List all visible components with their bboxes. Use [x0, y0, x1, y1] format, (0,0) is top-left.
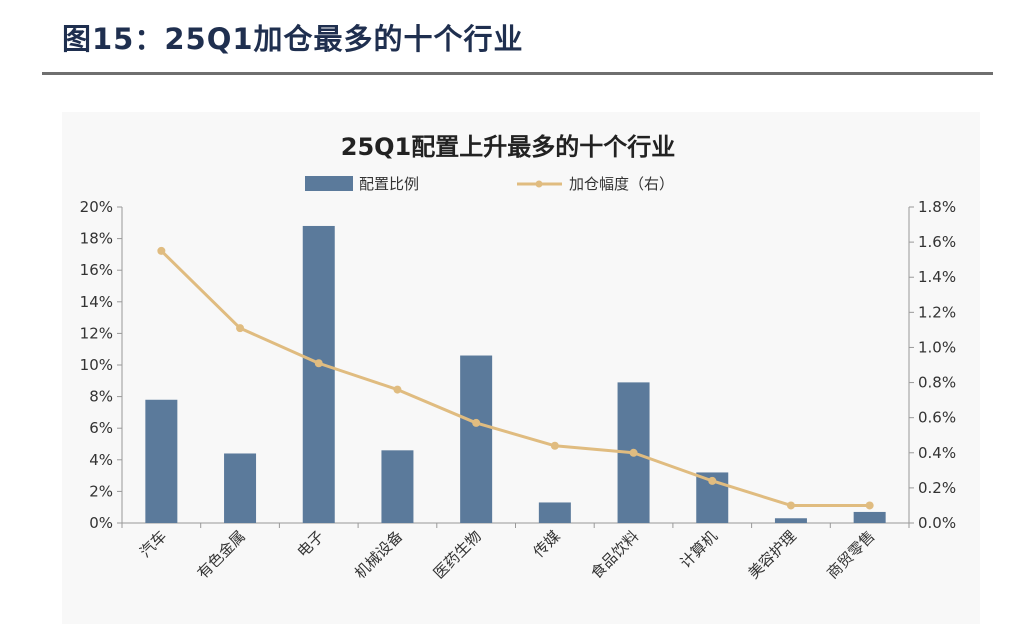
- category-label: 计算机: [677, 527, 722, 572]
- right-tick-label: 0.2%: [918, 479, 956, 497]
- right-tick-label: 0.4%: [918, 444, 956, 462]
- line-point: [393, 385, 402, 394]
- line-point: [314, 359, 323, 368]
- category-label: 有色金属: [194, 527, 249, 582]
- chart: 25Q1配置上升最多的十个行业 配置比例 加仓幅度（右） 0% 2% 4% 6% 8% 1…: [80, 133, 956, 582]
- right-tick-label: 1.4%: [918, 268, 956, 286]
- category-label: 传媒: [530, 527, 564, 561]
- category-label: 医药生物: [430, 527, 485, 582]
- left-tick-label: 10%: [80, 356, 113, 374]
- line-series: [157, 246, 874, 510]
- line-point: [157, 246, 166, 255]
- right-tick-label: 0.6%: [918, 409, 956, 427]
- left-tick-label: 18%: [80, 230, 113, 248]
- left-tick-label: 6%: [89, 419, 113, 437]
- category-label: 机械设备: [351, 527, 406, 582]
- chart-panel: 25Q1配置上升最多的十个行业 配置比例 加仓幅度（右） 0% 2% 4% 6% 8% 1…: [62, 112, 980, 624]
- left-tick-label: 20%: [80, 198, 113, 216]
- line-point: [472, 418, 481, 427]
- line-point: [708, 476, 717, 485]
- right-tick-label: 1.8%: [918, 198, 956, 216]
- right-tick-label: 1.0%: [918, 338, 956, 356]
- left-axis-ticks: 0% 2% 4% 6% 8% 10% 12% 14% 16% 18% 20%: [80, 198, 122, 532]
- bar: [302, 225, 335, 523]
- left-tick-label: 2%: [89, 482, 113, 500]
- line-point: [629, 448, 638, 457]
- bar: [538, 502, 571, 523]
- legend-label-line: 加仓幅度（右）: [569, 175, 674, 193]
- category-label: 商贸零售: [823, 527, 878, 582]
- bar: [460, 355, 493, 523]
- legend: 配置比例 加仓幅度（右）: [305, 175, 674, 193]
- line-path: [160, 249, 870, 507]
- category-labels: 汽车 有色金属 电子 机械设备 医药生物 传媒 食品饮料 计算机 美容护理 商贸零售: [136, 527, 878, 582]
- legend-marker-line: [535, 180, 543, 188]
- line-point: [236, 324, 245, 333]
- bar: [224, 453, 257, 523]
- left-tick-label: 16%: [80, 261, 113, 279]
- bar: [145, 399, 178, 523]
- legend-swatch-bar: [305, 176, 353, 191]
- category-label: 电子: [294, 527, 328, 561]
- figure-title: 图15：25Q1加仓最多的十个行业: [62, 22, 524, 56]
- right-tick-label: 1.6%: [918, 233, 956, 251]
- line-point: [865, 501, 874, 510]
- left-tick-label: 4%: [89, 451, 113, 469]
- right-tick-label: 0.0%: [918, 514, 956, 532]
- bar: [774, 518, 807, 523]
- category-label: 美容护理: [745, 527, 800, 582]
- legend-label-bar: 配置比例: [359, 175, 419, 193]
- bar: [853, 511, 886, 523]
- chart-title: 25Q1配置上升最多的十个行业: [341, 133, 676, 161]
- line-point: [786, 501, 795, 510]
- bar-series: [145, 225, 886, 523]
- right-tick-label: 0.8%: [918, 374, 956, 392]
- line-point: [550, 441, 559, 450]
- left-tick-label: 0%: [89, 514, 113, 532]
- category-label: 食品饮料: [587, 527, 642, 582]
- title-divider: [42, 72, 993, 75]
- left-tick-label: 8%: [89, 388, 113, 406]
- bar: [381, 450, 414, 523]
- right-tick-label: 1.2%: [918, 303, 956, 321]
- right-axis-ticks: 0.0% 0.2% 0.4% 0.6% 0.8% 1.0% 1.2% 1.4% 1.6% 1.8%: [909, 198, 956, 532]
- left-tick-label: 14%: [80, 293, 113, 311]
- category-label: 汽车: [136, 527, 170, 561]
- left-tick-label: 12%: [80, 324, 113, 342]
